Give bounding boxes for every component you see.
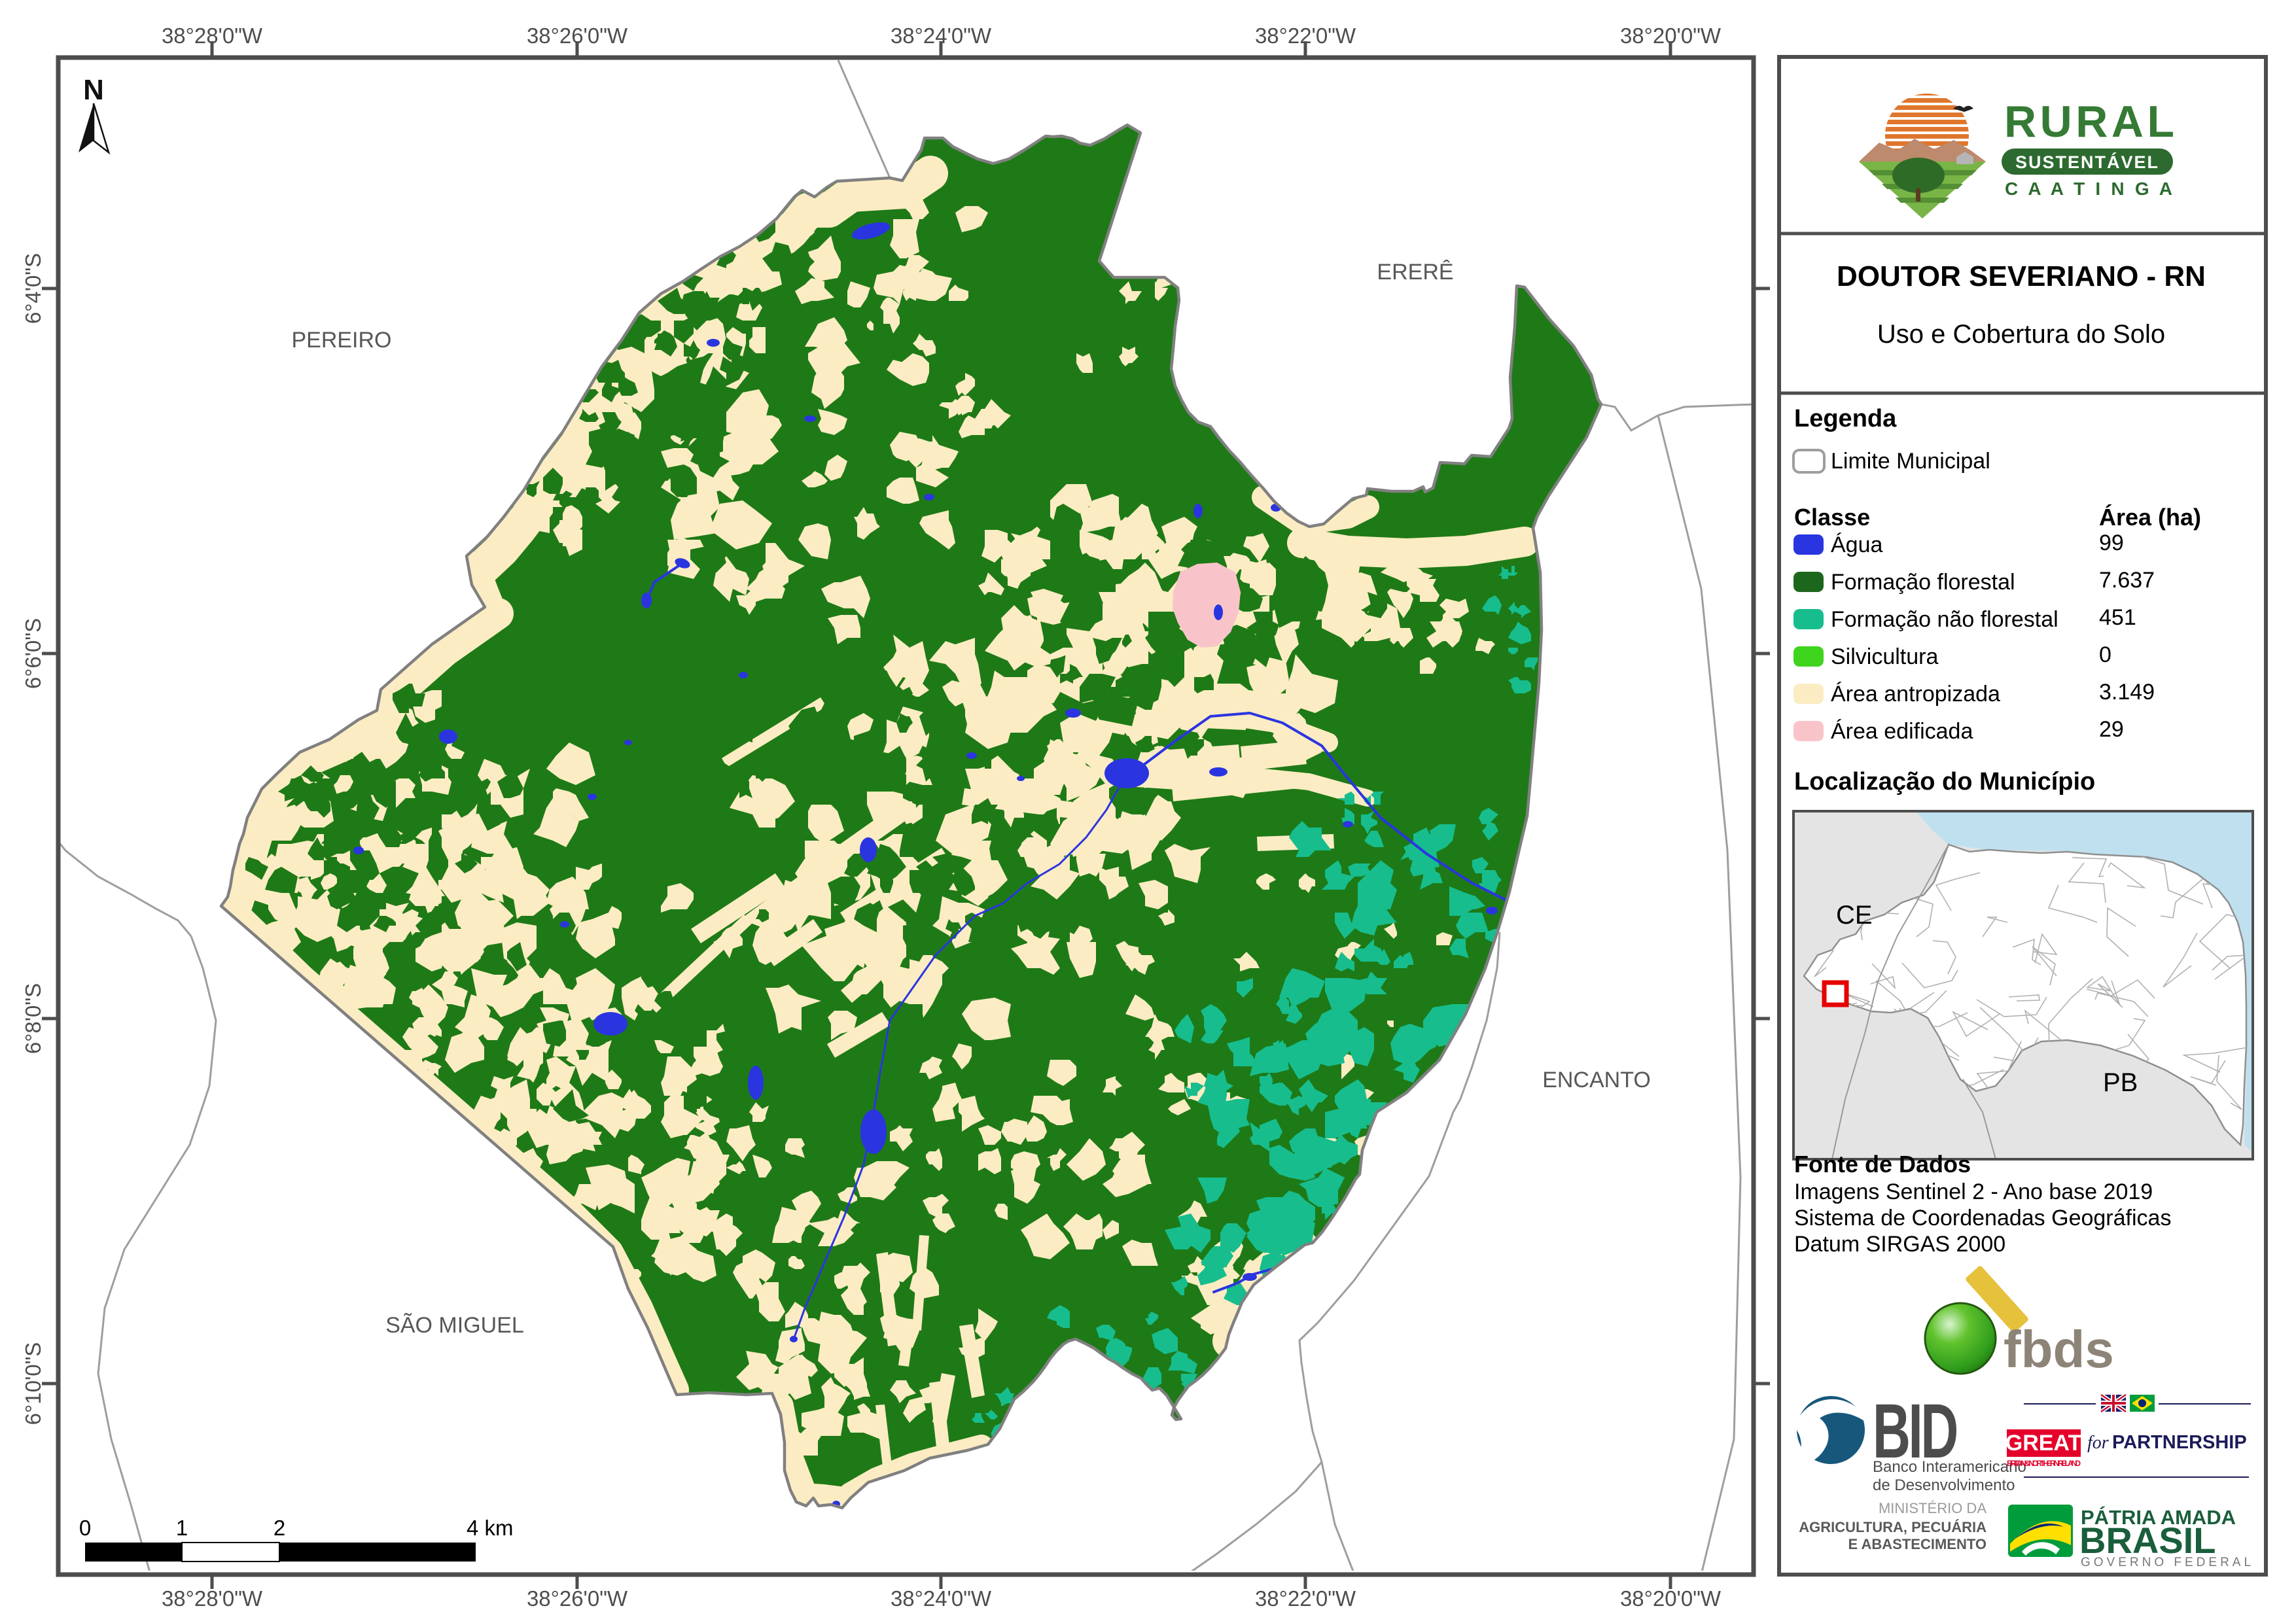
svg-text:6°6'0"S: 6°6'0"S xyxy=(21,618,45,689)
svg-text:de Desenvolvimento: de Desenvolvimento xyxy=(1873,1476,2015,1494)
svg-text:N: N xyxy=(83,74,104,106)
svg-text:SÃO MIGUEL: SÃO MIGUEL xyxy=(385,1313,524,1338)
svg-text:fbds: fbds xyxy=(2004,1320,2114,1378)
svg-text:Limite Municipal: Limite Municipal xyxy=(1831,449,1990,474)
svg-text:for: for xyxy=(2087,1433,2109,1453)
svg-text:Localização do Município: Localização do Município xyxy=(1794,768,2095,795)
svg-text:38°20'0"W: 38°20'0"W xyxy=(1620,24,1722,48)
svg-text:BID: BID xyxy=(1873,1389,1956,1475)
svg-text:1: 1 xyxy=(176,1516,188,1540)
svg-text:Formação florestal: Formação florestal xyxy=(1831,570,2015,595)
svg-text:Sistema de Coordenadas Geográf: Sistema de Coordenadas Geográficas xyxy=(1794,1206,2171,1230)
svg-text:7.637: 7.637 xyxy=(2099,568,2155,593)
svg-text:2: 2 xyxy=(274,1516,285,1540)
svg-text:C A A T I N G A: C A A T I N G A xyxy=(2005,179,2172,199)
svg-text:CE: CE xyxy=(1836,901,1873,930)
svg-text:0: 0 xyxy=(79,1516,91,1540)
svg-text:Formação não florestal: Formação não florestal xyxy=(1831,607,2058,632)
svg-text:Área antropizada: Área antropizada xyxy=(1831,682,2000,707)
svg-text:SUSTENTÁVEL: SUSTENTÁVEL xyxy=(2015,152,2159,172)
svg-text:451: 451 xyxy=(2099,605,2136,630)
svg-text:PEREIRO: PEREIRO xyxy=(291,328,391,353)
svg-text:BRITAIN & NORTHERN IRELAND: BRITAIN & NORTHERN IRELAND xyxy=(2007,1459,2081,1468)
svg-text:Fonte de Dados: Fonte de Dados xyxy=(1794,1151,1971,1178)
svg-text:4 km: 4 km xyxy=(467,1516,514,1540)
svg-text:BRASIL: BRASIL xyxy=(2079,1520,2216,1561)
svg-text:3.149: 3.149 xyxy=(2099,680,2155,705)
svg-text:E ABASTECIMENTO: E ABASTECIMENTO xyxy=(1848,1536,1987,1552)
svg-text:Datum SIRGAS 2000: Datum SIRGAS 2000 xyxy=(1794,1232,2005,1257)
svg-text:Uso e Cobertura do Solo: Uso e Cobertura do Solo xyxy=(1877,320,2165,349)
svg-text:PARTNERSHIP: PARTNERSHIP xyxy=(2112,1432,2247,1453)
svg-text:PÁTRIA AMADA: PÁTRIA AMADA xyxy=(2081,1506,2236,1529)
svg-text:38°22'0"W: 38°22'0"W xyxy=(1255,24,1356,48)
svg-text:0: 0 xyxy=(2099,642,2111,667)
svg-text:Legenda: Legenda xyxy=(1794,405,1897,432)
svg-text:38°28'0"W: 38°28'0"W xyxy=(162,1586,263,1611)
svg-text:Área (ha): Área (ha) xyxy=(2099,504,2201,531)
svg-text:29: 29 xyxy=(2099,717,2124,742)
svg-text:RURAL: RURAL xyxy=(2004,97,2174,147)
svg-text:6°10'0"S: 6°10'0"S xyxy=(21,1342,45,1425)
svg-text:Classe: Classe xyxy=(1794,504,1870,531)
svg-text:ERERÊ: ERERÊ xyxy=(1377,260,1453,285)
svg-text:99: 99 xyxy=(2099,531,2124,555)
svg-text:Banco Interamericano: Banco Interamericano xyxy=(1873,1458,2026,1476)
svg-text:Imagens Sentinel 2 - Ano base: Imagens Sentinel 2 - Ano base 2019 xyxy=(1794,1179,2153,1204)
svg-text:GREAT: GREAT xyxy=(2005,1431,2082,1456)
svg-text:6°4'0"S: 6°4'0"S xyxy=(21,253,45,324)
svg-text:38°24'0"W: 38°24'0"W xyxy=(891,24,992,48)
svg-text:Água: Água xyxy=(1831,532,1882,557)
svg-text:GOVERNO FEDERAL: GOVERNO FEDERAL xyxy=(2081,1556,2254,1569)
svg-text:38°28'0"W: 38°28'0"W xyxy=(162,24,263,48)
svg-text:38°26'0"W: 38°26'0"W xyxy=(527,1586,628,1611)
svg-text:6°8'0"S: 6°8'0"S xyxy=(21,983,45,1054)
svg-text:38°26'0"W: 38°26'0"W xyxy=(527,24,628,48)
svg-text:Área edificada: Área edificada xyxy=(1831,719,1973,744)
svg-text:DOUTOR SEVERIANO - RN: DOUTOR SEVERIANO - RN xyxy=(1837,260,2206,292)
svg-text:PB: PB xyxy=(2103,1068,2138,1097)
svg-text:AGRICULTURA, PECUÁRIA: AGRICULTURA, PECUÁRIA xyxy=(1799,1519,1987,1535)
svg-text:Silvicultura: Silvicultura xyxy=(1831,644,1938,669)
svg-text:38°20'0"W: 38°20'0"W xyxy=(1620,1586,1722,1611)
svg-text:38°24'0"W: 38°24'0"W xyxy=(891,1586,992,1611)
svg-text:ENCANTO: ENCANTO xyxy=(1542,1068,1651,1092)
svg-text:38°22'0"W: 38°22'0"W xyxy=(1255,1586,1356,1611)
svg-text:MINISTÉRIO DA: MINISTÉRIO DA xyxy=(1879,1500,1987,1516)
